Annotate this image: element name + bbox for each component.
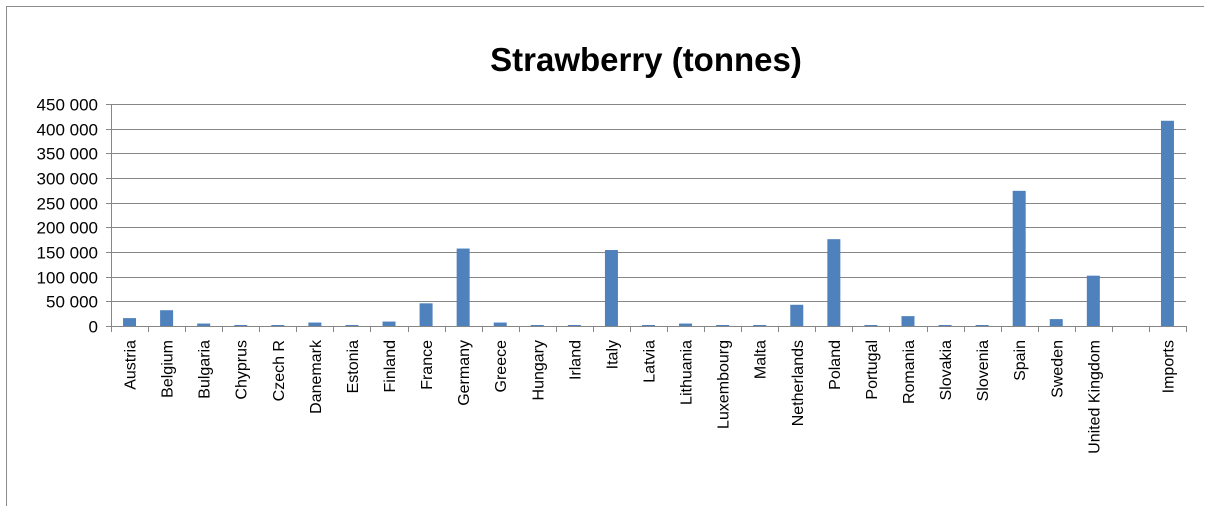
y-tick-label: 250 000 xyxy=(37,195,98,214)
y-tick-label: 150 000 xyxy=(37,244,98,263)
x-tick-label: Slovenia xyxy=(975,340,992,401)
y-tick-label: 200 000 xyxy=(37,219,98,238)
x-tick-label: Hungary xyxy=(530,340,547,400)
x-tick-label: Czech R xyxy=(271,340,288,401)
bar xyxy=(382,321,396,326)
bar xyxy=(308,322,322,326)
bar xyxy=(975,325,989,326)
y-tick-label: 0 xyxy=(89,318,98,337)
x-tick-label: Danemark xyxy=(308,339,325,414)
x-tick-label: United Kingdom xyxy=(1086,340,1103,454)
x-tick-label: Imports xyxy=(1160,340,1177,393)
bar xyxy=(419,303,433,326)
bar xyxy=(790,304,804,326)
bar xyxy=(938,325,952,326)
bar xyxy=(345,325,359,326)
bar xyxy=(1160,120,1174,326)
bar xyxy=(642,325,655,326)
x-tick-label: Lithuania xyxy=(679,340,696,405)
bars xyxy=(123,120,1174,326)
x-tick-label: Greece xyxy=(493,340,510,393)
gridlines xyxy=(111,104,1186,302)
x-tick-label: Spain xyxy=(1012,340,1029,381)
x-axis xyxy=(111,104,1187,332)
bar xyxy=(679,323,693,326)
y-axis-ticks: 0 50 000 100 000 150 000 200 000 250 000 300 0… xyxy=(37,96,111,337)
x-tick-label: Malta xyxy=(753,340,770,379)
y-tick-label: 350 000 xyxy=(37,145,98,164)
x-tick-label: Germany xyxy=(456,340,473,406)
y-tick-label: 400 000 xyxy=(37,121,98,140)
x-tick-label: Romania xyxy=(901,340,918,404)
bar xyxy=(1086,275,1100,326)
x-tick-label: Poland xyxy=(827,340,844,390)
bar xyxy=(160,310,174,326)
x-tick-label: Slovakia xyxy=(938,340,955,401)
bar xyxy=(753,325,767,326)
x-tick-label: Irland xyxy=(567,340,584,380)
x-tick-label: Belgium xyxy=(160,340,177,398)
x-tick-label: Luxembourg xyxy=(716,340,733,429)
bar xyxy=(716,325,730,326)
bar xyxy=(123,318,137,326)
x-tick-label: Estonia xyxy=(345,340,362,393)
x-tick-label: Sweden xyxy=(1049,340,1066,398)
x-tick-label: Italy xyxy=(604,340,621,369)
x-tick-label: Portugal xyxy=(864,340,881,400)
x-tick-label: Bulgaria xyxy=(197,340,214,399)
bar xyxy=(234,325,248,326)
x-tick-label: France xyxy=(419,340,436,390)
bar xyxy=(456,248,470,326)
bar xyxy=(567,325,581,326)
x-axis-labels: Austria Belgium Bulgaria Chyprus Czech R Dane… xyxy=(123,339,1178,454)
bar xyxy=(1049,319,1063,326)
bar xyxy=(827,239,841,326)
x-tick-label: Chyprus xyxy=(234,340,251,400)
y-tick-label: 300 000 xyxy=(37,170,98,189)
bar xyxy=(530,325,544,326)
x-tick-label: Austria xyxy=(123,340,140,390)
bar xyxy=(604,250,618,326)
y-tick-label: 450 000 xyxy=(37,96,98,115)
bar xyxy=(901,316,915,326)
bar xyxy=(271,325,285,326)
y-tick-label: 100 000 xyxy=(37,269,98,288)
bar xyxy=(864,325,878,326)
x-tick-label: Latvia xyxy=(642,340,659,383)
bar xyxy=(197,323,211,326)
x-tick-label: Finland xyxy=(382,340,399,392)
y-tick-label: 50 000 xyxy=(46,293,98,312)
chart-title: Strawberry (tonnes) xyxy=(490,41,802,78)
bar xyxy=(1012,190,1026,326)
bar xyxy=(493,322,507,326)
x-tick-label: Netherlands xyxy=(790,340,807,426)
